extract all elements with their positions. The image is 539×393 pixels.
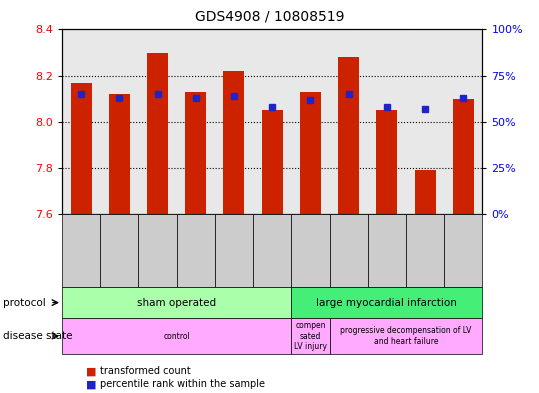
Text: compen
sated
LV injury: compen sated LV injury	[294, 321, 327, 351]
Text: disease state: disease state	[3, 331, 72, 341]
Bar	[185, 92, 206, 214]
Bar	[300, 92, 321, 214]
Bar	[262, 110, 283, 214]
Bar	[414, 170, 436, 214]
Text: large myocardial infarction: large myocardial infarction	[316, 298, 457, 308]
Text: control: control	[163, 332, 190, 340]
Text: sham operated: sham operated	[137, 298, 216, 308]
Text: GDS4908 / 10808519: GDS4908 / 10808519	[195, 10, 344, 24]
Bar	[224, 71, 245, 214]
Text: protocol: protocol	[3, 298, 45, 308]
Bar	[109, 94, 130, 214]
Text: ■: ■	[86, 366, 96, 376]
Text: progressive decompensation of LV
and heart failure: progressive decompensation of LV and hea…	[340, 326, 472, 346]
Bar	[376, 110, 397, 214]
Text: transformed count: transformed count	[100, 366, 190, 376]
Bar	[71, 83, 92, 214]
Text: ■: ■	[86, 379, 96, 389]
Text: percentile rank within the sample: percentile rank within the sample	[100, 379, 265, 389]
Bar	[338, 57, 359, 214]
Bar	[147, 53, 168, 214]
Bar	[453, 99, 474, 214]
